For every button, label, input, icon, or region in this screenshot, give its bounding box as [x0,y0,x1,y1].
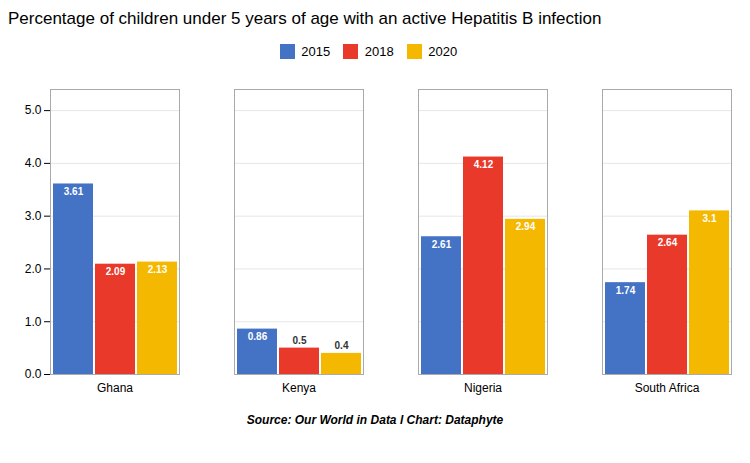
html-text:2015: 2015 [301,44,331,60]
svg-text:1.74: 1.74 [616,285,636,296]
svg-text:2.64: 2.64 [658,237,678,248]
svg-text:0.4: 0.4 [335,340,349,351]
html-text:Percentage of children under 5: Percentage of children under 5 years of … [8,9,602,28]
svg-text:4.0: 4.0 [25,156,42,170]
svg-text:2.61: 2.61 [432,239,452,250]
svg-text:0.0: 0.0 [25,367,42,381]
svg-text:1.0: 1.0 [25,314,42,328]
svg-text:Nigeria: Nigeria [464,381,502,395]
svg-text:2.94: 2.94 [516,221,536,232]
svg-text:2.0: 2.0 [25,262,42,276]
svg-text:3.0: 3.0 [25,209,42,223]
svg-text:Ghana: Ghana [97,381,133,395]
svg-text:Kenya: Kenya [282,381,316,395]
svg-text:0.86: 0.86 [248,331,268,342]
svg-text:2.13: 2.13 [148,264,168,275]
svg-text:3.61: 3.61 [64,186,84,197]
html-text:Source: Our World in Data l Ch: Source: Our World in Data l Chart: Datap… [246,412,504,427]
html-text:2020: 2020 [428,44,458,60]
svg-text:2.09: 2.09 [106,266,126,277]
html-text:2018: 2018 [364,44,394,60]
svg-text:5.0: 5.0 [25,103,42,117]
svg-text:4.12: 4.12 [474,159,494,170]
svg-text:3.1: 3.1 [703,213,717,224]
svg-text:0.5: 0.5 [293,335,307,346]
svg-text:South Africa: South Africa [635,381,700,395]
